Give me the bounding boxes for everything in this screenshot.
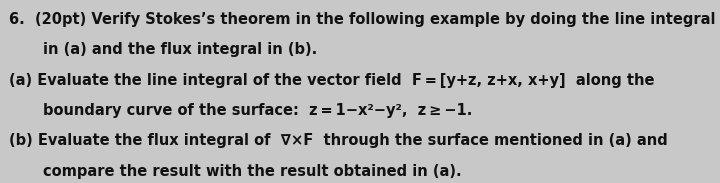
Text: compare the result with the result obtained in (a).: compare the result with the result obtai… [43, 164, 462, 179]
Text: 6.  (20pt) Verify Stokes’s theorem in the following example by doing the line in: 6. (20pt) Verify Stokes’s theorem in the… [9, 12, 715, 27]
Text: (a) Evaluate the line integral of the vector field  F = [y+z, z+x, x+y]  along t: (a) Evaluate the line integral of the ve… [9, 73, 654, 88]
Text: (b) Evaluate the flux integral of  ∇×F  through the surface mentioned in (a) and: (b) Evaluate the flux integral of ∇×F th… [9, 133, 667, 148]
Text: boundary curve of the surface:  z = 1−x²−y²,  z ≥ −1.: boundary curve of the surface: z = 1−x²−… [43, 103, 472, 118]
Text: in (a) and the flux integral in (b).: in (a) and the flux integral in (b). [43, 42, 318, 57]
